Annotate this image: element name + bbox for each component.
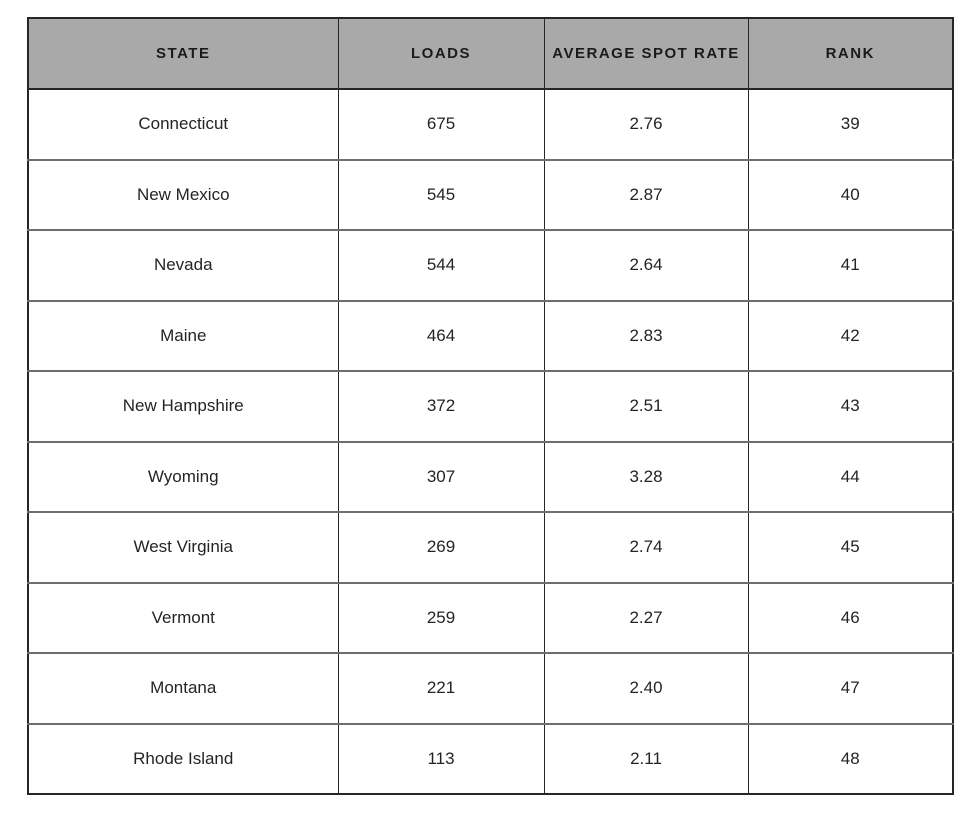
cell-state-new-hampshire: New Hampshire [27, 370, 339, 442]
cell-state-maine: Maine [27, 299, 339, 371]
table-row-new-hampshire: New Hampshire 372 2.51 43 [27, 370, 954, 442]
spot-rate-table-container: STATE LOADS AVERAGE SPOT RATE RANK Connecti… [27, 17, 954, 795]
table-body: Connecticut 675 2.76 39 New Mexico 545 2.87 40 N… [27, 88, 954, 794]
cell-average-spot-rate-montana: 2.40 [543, 652, 749, 724]
header-row: STATE LOADS AVERAGE SPOT RATE RANK [27, 18, 954, 90]
cell-rank-west-virginia: 45 [747, 511, 954, 583]
cell-rank-new-mexico: 40 [747, 158, 954, 230]
cell-state-connecticut: Connecticut [27, 88, 339, 160]
column-header-rank: RANK [747, 18, 954, 90]
cell-average-spot-rate-new-hampshire: 2.51 [543, 370, 749, 442]
spot-rate-table: STATE LOADS AVERAGE SPOT RATE RANK Connecti… [27, 17, 954, 795]
cell-average-spot-rate-connecticut: 2.76 [543, 88, 749, 160]
cell-loads-wyoming: 307 [337, 440, 545, 512]
cell-loads-vermont: 259 [337, 581, 545, 653]
table-row-rhode-island: Rhode Island 113 2.11 48 [27, 722, 954, 794]
cell-state-nevada: Nevada [27, 229, 339, 301]
cell-state-west-virginia: West Virginia [27, 511, 339, 583]
table-row-montana: Montana 221 2.40 47 [27, 652, 954, 724]
table-header: STATE LOADS AVERAGE SPOT RATE RANK [27, 18, 954, 90]
cell-loads-rhode-island: 113 [337, 722, 545, 794]
table-row-maine: Maine 464 2.83 42 [27, 299, 954, 371]
cell-average-spot-rate-wyoming: 3.28 [543, 440, 749, 512]
cell-average-spot-rate-new-mexico: 2.87 [543, 158, 749, 230]
cell-average-spot-rate-maine: 2.83 [543, 299, 749, 371]
table-row-vermont: Vermont 259 2.27 46 [27, 581, 954, 653]
cell-state-rhode-island: Rhode Island [27, 722, 339, 794]
cell-average-spot-rate-nevada: 2.64 [543, 229, 749, 301]
cell-state-new-mexico: New Mexico [27, 158, 339, 230]
column-header-state: STATE [27, 18, 339, 90]
cell-rank-wyoming: 44 [747, 440, 954, 512]
cell-loads-connecticut: 675 [337, 88, 545, 160]
table-row-wyoming: Wyoming 307 3.28 44 [27, 440, 954, 512]
cell-loads-nevada: 544 [337, 229, 545, 301]
cell-average-spot-rate-rhode-island: 2.11 [543, 722, 749, 794]
cell-rank-new-hampshire: 43 [747, 370, 954, 442]
cell-loads-new-hampshire: 372 [337, 370, 545, 442]
table-row-west-virginia: West Virginia 269 2.74 45 [27, 511, 954, 583]
cell-loads-west-virginia: 269 [337, 511, 545, 583]
table-row-new-mexico: New Mexico 545 2.87 40 [27, 158, 954, 230]
cell-rank-connecticut: 39 [747, 88, 954, 160]
cell-rank-nevada: 41 [747, 229, 954, 301]
cell-rank-maine: 42 [747, 299, 954, 371]
cell-state-wyoming: Wyoming [27, 440, 339, 512]
cell-average-spot-rate-west-virginia: 2.74 [543, 511, 749, 583]
cell-state-vermont: Vermont [27, 581, 339, 653]
table-row-connecticut: Connecticut 675 2.76 39 [27, 88, 954, 160]
cell-average-spot-rate-vermont: 2.27 [543, 581, 749, 653]
column-header-average-spot-rate: AVERAGE SPOT RATE [543, 18, 749, 90]
cell-rank-rhode-island: 48 [747, 722, 954, 794]
cell-rank-montana: 47 [747, 652, 954, 724]
column-header-loads: LOADS [337, 18, 545, 90]
cell-loads-new-mexico: 545 [337, 158, 545, 230]
cell-rank-vermont: 46 [747, 581, 954, 653]
cell-loads-montana: 221 [337, 652, 545, 724]
table-row-nevada: Nevada 544 2.64 41 [27, 229, 954, 301]
cell-state-montana: Montana [27, 652, 339, 724]
cell-loads-maine: 464 [337, 299, 545, 371]
